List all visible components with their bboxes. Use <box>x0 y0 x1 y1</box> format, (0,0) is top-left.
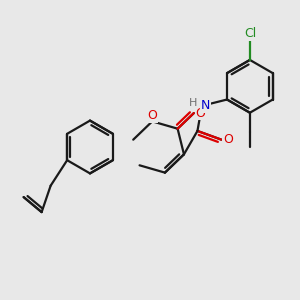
Text: O: O <box>147 110 157 122</box>
Text: N: N <box>201 99 210 112</box>
Text: O: O <box>223 133 233 146</box>
Text: Cl: Cl <box>244 27 256 40</box>
Text: H: H <box>189 98 198 108</box>
Text: O: O <box>196 106 206 120</box>
